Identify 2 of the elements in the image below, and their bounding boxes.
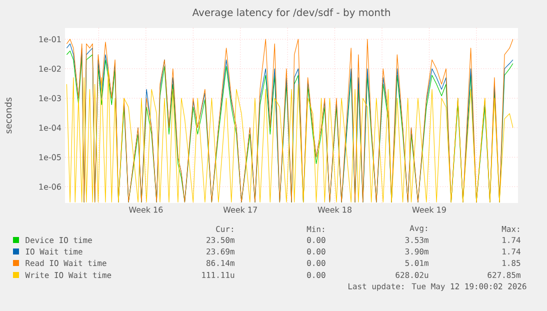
y-axis-title: seconds bbox=[4, 98, 12, 134]
chart-title: Average latency for /dev/sdf - by month bbox=[192, 8, 390, 18]
